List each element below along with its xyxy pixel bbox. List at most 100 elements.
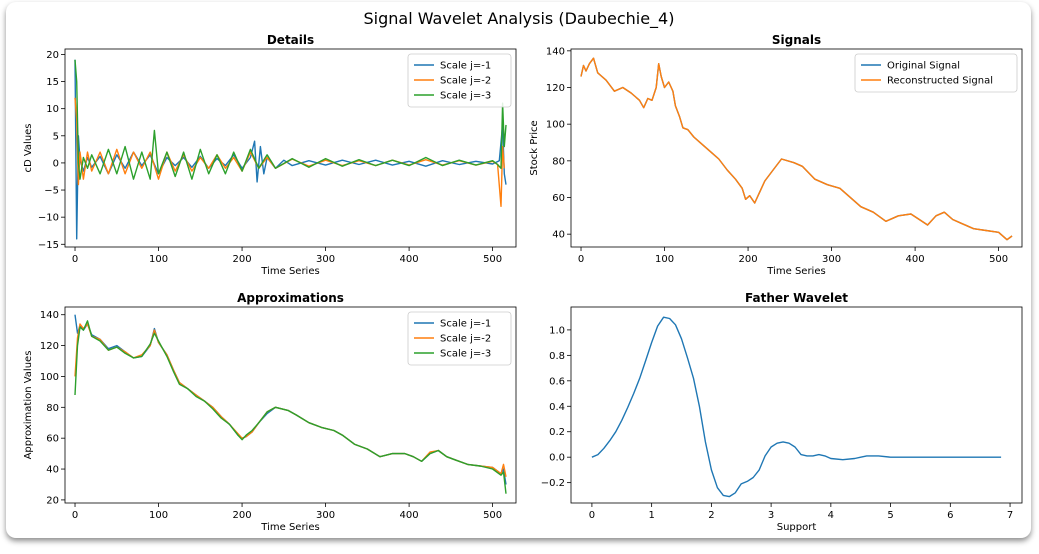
series-line-3	[74, 320, 507, 494]
y-tick-label: 0.8	[549, 351, 565, 362]
chart-panel-2: Signals 0 100 200 300 400 500 40 60 80 100 120 140 Ti…	[529, 33, 1023, 277]
legend: Original Signal Reconstructed Signal	[854, 53, 1018, 93]
y-tick-label: 20	[46, 50, 59, 61]
y-axis-label: cD Values	[23, 123, 34, 172]
series-line-3	[74, 59, 507, 180]
x-tick-label: 300	[822, 254, 841, 265]
y-tick-label: −5	[44, 186, 59, 197]
x-tick-label: 100	[149, 254, 168, 265]
x-tick-label: 200	[233, 254, 252, 265]
y-axis-label: Approximation Values	[23, 351, 34, 460]
x-tick-label: 400	[400, 510, 419, 521]
chart-panel-3: Approximations 0 100 200 300 400 500 20 40 60 80 10…	[23, 291, 517, 533]
y-tick-label: 140	[546, 46, 565, 57]
x-tick-label: 500	[483, 510, 502, 521]
y-tick-label: 140	[40, 310, 59, 321]
series-line-1	[591, 316, 1002, 498]
y-tick-label: −0.2	[541, 478, 565, 489]
series-line-2	[74, 97, 505, 207]
x-tick-label: 300	[316, 254, 335, 265]
chart-panel-1: Details 0 100 200 300 400 500 −15 −10 −5 0 5 10 15 20 T…	[23, 33, 517, 277]
x-axis-label: Time Series	[260, 522, 319, 533]
y-tick-label: 15	[46, 77, 59, 88]
chart-title: Approximations	[237, 291, 344, 305]
legend: Scale j=-1 Scale j=-2 Scale j=-3	[407, 53, 512, 108]
plot-area-frame	[64, 306, 517, 504]
x-tick-label: 100	[655, 254, 674, 265]
y-tick-label: 100	[546, 120, 565, 131]
y-tick-label: 40	[552, 230, 565, 241]
figure-frame: Signal Wavelet Analysis (Daubechie_4) De…	[6, 2, 1031, 538]
figure-title: Signal Wavelet Analysis (Daubechie_4)	[364, 9, 675, 29]
plot-area-frame	[64, 48, 517, 248]
x-tick-label: 400	[906, 254, 925, 265]
series-group	[74, 314, 507, 494]
y-tick-label: 0.6	[549, 376, 565, 387]
x-tick-label: 100	[149, 510, 168, 521]
x-axis-label: Support	[777, 522, 817, 533]
legend-label: Scale j=-2	[440, 76, 491, 87]
x-tick-label: 500	[483, 254, 502, 265]
x-tick-label: 200	[233, 510, 252, 521]
x-tick-label: 5	[887, 510, 893, 521]
y-tick-label: 5	[53, 131, 59, 142]
y-tick-label: 0.2	[549, 427, 565, 438]
y-tick-label: 20	[46, 495, 59, 506]
y-tick-label: −10	[38, 213, 59, 224]
x-axis-label: Time Series	[260, 266, 319, 277]
x-tick-label: 400	[400, 254, 419, 265]
chart-title: Signals	[772, 33, 821, 47]
legend-box	[407, 53, 512, 108]
x-tick-label: 3	[768, 510, 774, 521]
y-tick-label: 120	[546, 83, 565, 94]
x-axis-label: Time Series	[766, 266, 825, 277]
y-tick-label: 10	[46, 104, 59, 115]
y-tick-label: 60	[552, 193, 565, 204]
x-tick-label: 0	[589, 510, 595, 521]
y-axis-label: Stock Price	[529, 120, 540, 175]
legend: Scale j=-1 Scale j=-2 Scale j=-3	[407, 311, 512, 366]
y-tick-label: 80	[46, 403, 59, 414]
legend-label: Scale j=-1	[440, 319, 491, 330]
series-line-2	[580, 57, 1013, 241]
y-tick-label: 0.4	[549, 402, 565, 413]
y-tick-label: 100	[40, 372, 59, 383]
series-group	[74, 59, 507, 240]
figure-canvas: Signal Wavelet Analysis (Daubechie_4) De…	[23, 9, 1023, 533]
chart-title: Details	[267, 33, 314, 47]
series-group	[580, 57, 1013, 241]
series-line-2	[74, 323, 507, 477]
x-tick-label: 7	[1007, 510, 1013, 521]
series-group	[591, 316, 1002, 498]
y-tick-label: 0.0	[549, 453, 565, 464]
x-tick-label: 1	[648, 510, 654, 521]
chart-panel-4: Father Wavelet 0 1 2 3 4 5 6 7 −0.2 0.0 0.2 0.4 0.6 0.…	[541, 291, 1023, 533]
chart-title: Father Wavelet	[745, 291, 848, 305]
y-tick-label: 1.0	[549, 325, 565, 336]
x-tick-label: 300	[316, 510, 335, 521]
x-tick-label: 0	[72, 510, 78, 521]
x-tick-label: 0	[72, 254, 78, 265]
legend-label: Scale j=-1	[440, 61, 491, 72]
legend-label: Scale j=-3	[440, 349, 491, 360]
plot-area-frame	[570, 48, 1023, 248]
x-tick-label: 2	[708, 510, 714, 521]
legend-label: Scale j=-3	[440, 91, 491, 102]
y-tick-label: 80	[552, 156, 565, 167]
plot-area-frame	[570, 306, 1023, 504]
x-tick-label: 6	[947, 510, 953, 521]
y-tick-label: 120	[40, 341, 59, 352]
y-tick-label: 60	[46, 434, 59, 445]
y-tick-label: 0	[53, 158, 59, 169]
legend-label: Original Signal	[887, 61, 960, 72]
x-tick-label: 4	[828, 510, 834, 521]
legend-box	[854, 53, 1018, 93]
legend-label: Scale j=-2	[440, 334, 491, 345]
x-tick-label: 0	[578, 254, 584, 265]
x-tick-label: 500	[989, 254, 1008, 265]
legend-label: Reconstructed Signal	[887, 76, 993, 87]
y-tick-label: −15	[38, 240, 59, 251]
legend-box	[407, 311, 512, 366]
x-tick-label: 200	[739, 254, 758, 265]
y-tick-label: 40	[46, 465, 59, 476]
